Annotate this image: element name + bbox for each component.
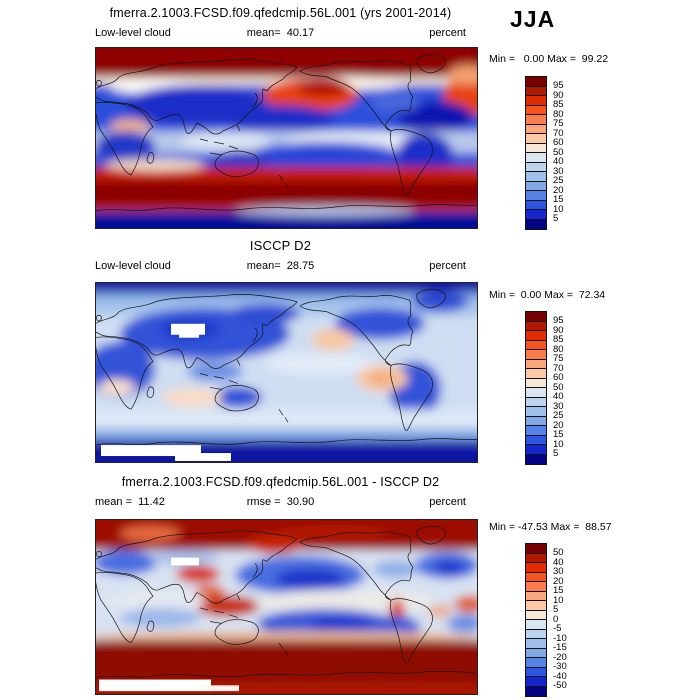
panel1-variable-label: Low-level cloud [95,27,171,39]
colorbar-tick-label: 30 [553,165,564,177]
panel1-mean-value: mean= 40.17 [246,27,315,39]
colorbar-tick-label: 60 [553,372,564,383]
panel3-rmse-value: rmse = 30.90 [246,496,315,508]
colorbar-tick-label: 85 [553,99,564,110]
colorbar-tick-label: -30 [553,661,567,672]
map-model-low-cloud [95,47,478,229]
colorbar-tick-label: 80 [553,108,564,120]
colorbar-tick-label: 70 [553,127,564,139]
colorbar-tick-label: -15 [553,642,567,653]
colorbar-tick-label: 50 [553,146,564,158]
colorbar-tick-label: 50 [553,381,564,393]
colorbar-tick-label: 15 [553,429,564,440]
colorbar-tick-label: 20 [553,575,564,587]
colorbar-tick-label: 70 [553,362,564,374]
colorbar-tick-label: -50 [553,680,567,691]
colorbar-tick-label: -20 [553,651,567,663]
colorbar-tick-label: 10 [553,594,564,606]
panel3-minmax: Min = -47.53 Max = 88.57 [489,521,612,533]
colorbar-tick-label: 25 [553,175,564,186]
colorbar-tick-label: 40 [553,391,564,402]
panel2-units-label: percent [429,260,466,272]
colorbar-tick-label: 25 [553,410,564,421]
colorbar-tick-label: 50 [553,547,564,558]
colorbar-tick-label: 15 [553,585,564,596]
colorbar-tick-label: 5 [553,604,559,615]
colorbar-tick-label: 90 [553,324,564,336]
panel3-colorbar: 50 40 30 20 15 10 5 0 -5 -10 -15 -20 -30 -40 -50 [525,543,585,697]
colorbar-tick-label: 75 [553,118,564,129]
panel2-variable-label: Low-level cloud [95,260,171,272]
colorbar-tick-label: 5 [553,213,559,224]
colorbar-tick-label: 95 [553,315,564,326]
panel3-mean-value: mean = 11.42 [95,496,165,508]
colorbar-tick-label: 0 [553,613,559,625]
colorbar-tick-label: 30 [553,566,564,577]
colorbar-tick-label: 10 [553,438,564,450]
panel2-colorbar: 95 90 85 80 75 70 60 50 40 30 25 20 15 10 5 [525,311,585,465]
colorbar-swatches [525,311,547,465]
panel1-colorbar: 95 90 85 80 75 70 60 50 40 30 25 20 15 10 5 [525,76,585,230]
colorbar-tick-label: 95 [553,80,564,91]
colorbar-tick-label: 80 [553,343,564,355]
colorbar-tick-label: 5 [553,448,559,459]
panel2-mean-value: mean= 28.75 [246,260,315,272]
colorbar-swatches [525,76,547,230]
colorbar-tick-label: 60 [553,137,564,148]
colorbar-tick-label: -40 [553,670,567,682]
colorbar-tick-label: 40 [553,156,564,167]
colorbar-tick-label: 40 [553,556,564,568]
map-difference-low-cloud [95,519,478,695]
colorbar-tick-label: 30 [553,400,564,412]
map-obs-low-cloud [95,282,478,463]
panel1-units-label: percent [429,27,466,39]
colorbar-tick-label: 10 [553,203,564,215]
colorbar-tick-label: 20 [553,419,564,431]
colorbar-tick-label: -10 [553,632,567,644]
panel1-title: fmerra.2.1003.FCSD.f09.qfedcmip.56L.001 … [109,6,452,20]
season-label: JJA [510,6,556,32]
colorbar-tick-label: 15 [553,194,564,205]
colorbar-tick-label: 90 [553,89,564,101]
panel1-minmax: Min = 0.00 Max = 99.22 [489,53,609,65]
panel2-minmax: Min = 0.00 Max = 72.34 [489,289,606,301]
colorbar-swatches [525,543,547,697]
colorbar-tick-label: 20 [553,184,564,196]
colorbar-tick-label: 75 [553,353,564,364]
panel3-units-label: percent [429,496,466,508]
colorbar-tick-label: -5 [553,623,562,634]
panel2-title: ISCCP D2 [249,238,312,253]
colorbar-tick-label: 85 [553,334,564,345]
panel3-title: fmerra.2.1003.FCSD.f09.qfedcmip.56L.001 … [121,475,440,489]
